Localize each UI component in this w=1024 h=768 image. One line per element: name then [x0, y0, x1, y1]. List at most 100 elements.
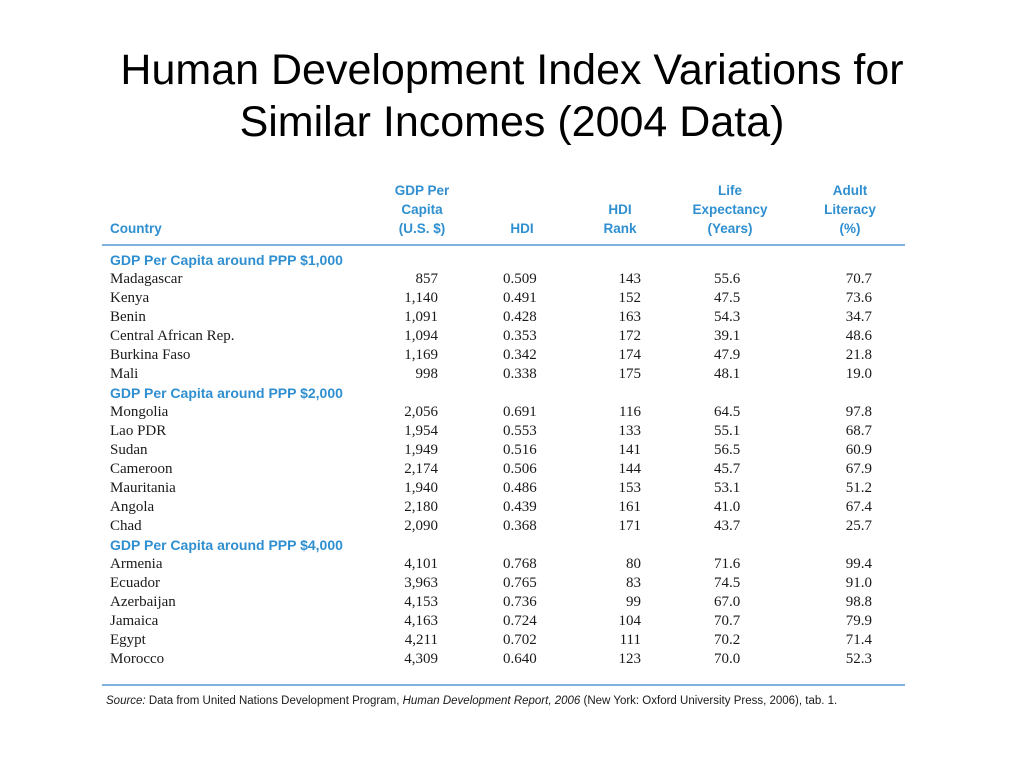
cell-gdp-per-capita: 2,056 — [404, 404, 438, 420]
cell-hdi-rank: 175 — [618, 366, 642, 382]
cell-hdi-rank: 123 — [618, 651, 642, 667]
cell-gdp-per-capita: 1,949 — [404, 442, 438, 458]
table-row: Lao PDR 1,954 0.553 133 55.1 68.7 — [102, 422, 905, 441]
cell-hdi: 0.736 — [503, 594, 537, 610]
cell-adult-literacy: 99.4 — [845, 556, 872, 572]
cell-adult-literacy: 67.4 — [845, 499, 872, 515]
cell-country: Madagascar — [110, 271, 183, 287]
table-row: Mongolia 2,056 0.691 116 64.5 97.8 — [102, 403, 905, 422]
cell-gdp-per-capita: 1,940 — [404, 480, 438, 496]
cell-life-expectancy: 67.0 — [714, 594, 741, 610]
cell-gdp-per-capita: 857 — [415, 271, 439, 287]
header-gdp-line: Capita — [401, 202, 443, 217]
table-row: Mali 998 0.338 175 48.1 19.0 — [102, 365, 905, 384]
cell-gdp-per-capita: 998 — [415, 366, 439, 382]
cell-hdi-rank: 83 — [626, 575, 641, 591]
hdi-table: Country GDP Per Capita (U.S. $) HDI HDI … — [102, 178, 905, 669]
cell-life-expectancy: 41.0 — [714, 499, 741, 515]
cell-hdi-rank: 174 — [618, 347, 642, 363]
cell-hdi: 0.516 — [503, 442, 537, 458]
cell-country: Central African Rep. — [110, 328, 235, 344]
cell-hdi-rank: 111 — [619, 632, 641, 648]
table-row: Jamaica 4,163 0.724 104 70.7 79.9 — [102, 612, 905, 631]
cell-hdi-rank: 172 — [618, 328, 642, 344]
cell-hdi: 0.553 — [503, 423, 537, 439]
table-row: Azerbaijan 4,153 0.736 99 67.0 98.8 — [102, 593, 905, 612]
cell-adult-literacy: 73.6 — [845, 290, 872, 306]
header-life-line: Expectancy — [692, 202, 768, 217]
cell-gdp-per-capita: 3,963 — [404, 575, 438, 591]
cell-hdi-rank: 80 — [626, 556, 641, 572]
source-text-1: Data from United Nations Development Pro… — [145, 695, 403, 707]
cell-adult-literacy: 60.9 — [845, 442, 872, 458]
table-row: Sudan 1,949 0.516 141 56.5 60.9 — [102, 441, 905, 460]
cell-hdi-rank: 143 — [618, 271, 642, 287]
table-row: Ecuador 3,963 0.765 83 74.5 91.0 — [102, 574, 905, 593]
table-row: Morocco 4,309 0.640 123 70.0 52.3 — [102, 650, 905, 669]
table-row: Mauritania 1,940 0.486 153 53.1 51.2 — [102, 479, 905, 498]
cell-country: Chad — [110, 518, 142, 534]
table-row: Angola 2,180 0.439 161 41.0 67.4 — [102, 498, 905, 517]
cell-adult-literacy: 48.6 — [845, 328, 872, 344]
cell-adult-literacy: 68.7 — [845, 423, 872, 439]
group-title: GDP Per Capita around PPP $1,000 — [110, 252, 343, 268]
table-row: Central African Rep. 1,094 0.353 172 39.1 48.… — [102, 327, 905, 346]
cell-life-expectancy: 54.3 — [714, 309, 741, 325]
cell-hdi: 0.691 — [503, 404, 537, 420]
cell-life-expectancy: 48.1 — [714, 366, 741, 382]
cell-hdi: 0.338 — [503, 366, 537, 382]
cell-gdp-per-capita: 2,090 — [404, 518, 438, 534]
source-report-title: Human Development Report, 2006 — [402, 695, 581, 707]
cell-adult-literacy: 34.7 — [845, 309, 872, 325]
header-hdi-label: HDI — [510, 221, 534, 236]
header-country-label: Country — [110, 221, 162, 236]
cell-hdi: 0.491 — [503, 290, 537, 306]
cell-adult-literacy: 52.3 — [845, 651, 872, 667]
cell-hdi: 0.768 — [503, 556, 537, 572]
header-literacy-line: Literacy — [824, 202, 876, 217]
cell-gdp-per-capita: 4,309 — [404, 651, 438, 667]
cell-life-expectancy: 71.6 — [714, 556, 741, 572]
header-adult-literacy: Adult Literacy (%) — [802, 181, 898, 238]
cell-life-expectancy: 64.5 — [714, 404, 741, 420]
cell-life-expectancy: 74.5 — [714, 575, 741, 591]
cell-adult-literacy: 19.0 — [845, 366, 872, 382]
slide-title-line-2: Similar Incomes (2004 Data) — [239, 98, 785, 146]
cell-hdi: 0.342 — [503, 347, 537, 363]
cell-country: Mongolia — [110, 404, 169, 420]
cell-life-expectancy: 70.7 — [714, 613, 741, 629]
slide-title: Human Development Index Variations for S… — [40, 44, 984, 148]
cell-country: Armenia — [110, 556, 163, 572]
cell-country: Angola — [110, 499, 155, 515]
cell-hdi: 0.509 — [503, 271, 537, 287]
cell-adult-literacy: 91.0 — [845, 575, 872, 591]
cell-country: Jamaica — [110, 613, 159, 629]
table-row: Chad 2,090 0.368 171 43.7 25.7 — [102, 517, 905, 536]
cell-hdi: 0.702 — [503, 632, 537, 648]
header-gdp: GDP Per Capita (U.S. $) — [372, 181, 472, 238]
table-row: Burkina Faso 1,169 0.342 174 47.9 21.8 — [102, 346, 905, 365]
cell-life-expectancy: 70.2 — [714, 632, 741, 648]
table-row: Madagascar 857 0.509 143 55.6 70.7 — [102, 270, 905, 289]
cell-hdi-rank: 161 — [618, 499, 642, 515]
header-gdp-line: (U.S. $) — [398, 221, 446, 236]
cell-country: Egypt — [110, 632, 146, 648]
cell-country: Mali — [110, 366, 139, 382]
cell-gdp-per-capita: 2,180 — [404, 499, 438, 515]
table-row: Armenia 4,101 0.768 80 71.6 99.4 — [102, 555, 905, 574]
cell-gdp-per-capita: 1,140 — [404, 290, 438, 306]
header-hdi: HDI — [487, 219, 557, 238]
cell-hdi-rank: 133 — [618, 423, 642, 439]
cell-country: Kenya — [110, 290, 150, 306]
cell-hdi: 0.486 — [503, 480, 537, 496]
cell-adult-literacy: 97.8 — [845, 404, 872, 420]
cell-adult-literacy: 67.9 — [845, 461, 872, 477]
table-body: GDP Per Capita around PPP $1,000 Madagasc… — [102, 246, 905, 669]
table-header: Country GDP Per Capita (U.S. $) HDI HDI … — [102, 178, 905, 246]
cell-adult-literacy: 25.7 — [845, 518, 872, 534]
cell-gdp-per-capita: 4,163 — [404, 613, 438, 629]
cell-life-expectancy: 55.1 — [714, 423, 741, 439]
cell-hdi-rank: 171 — [618, 518, 642, 534]
cell-hdi: 0.506 — [503, 461, 537, 477]
cell-life-expectancy: 47.5 — [714, 290, 741, 306]
